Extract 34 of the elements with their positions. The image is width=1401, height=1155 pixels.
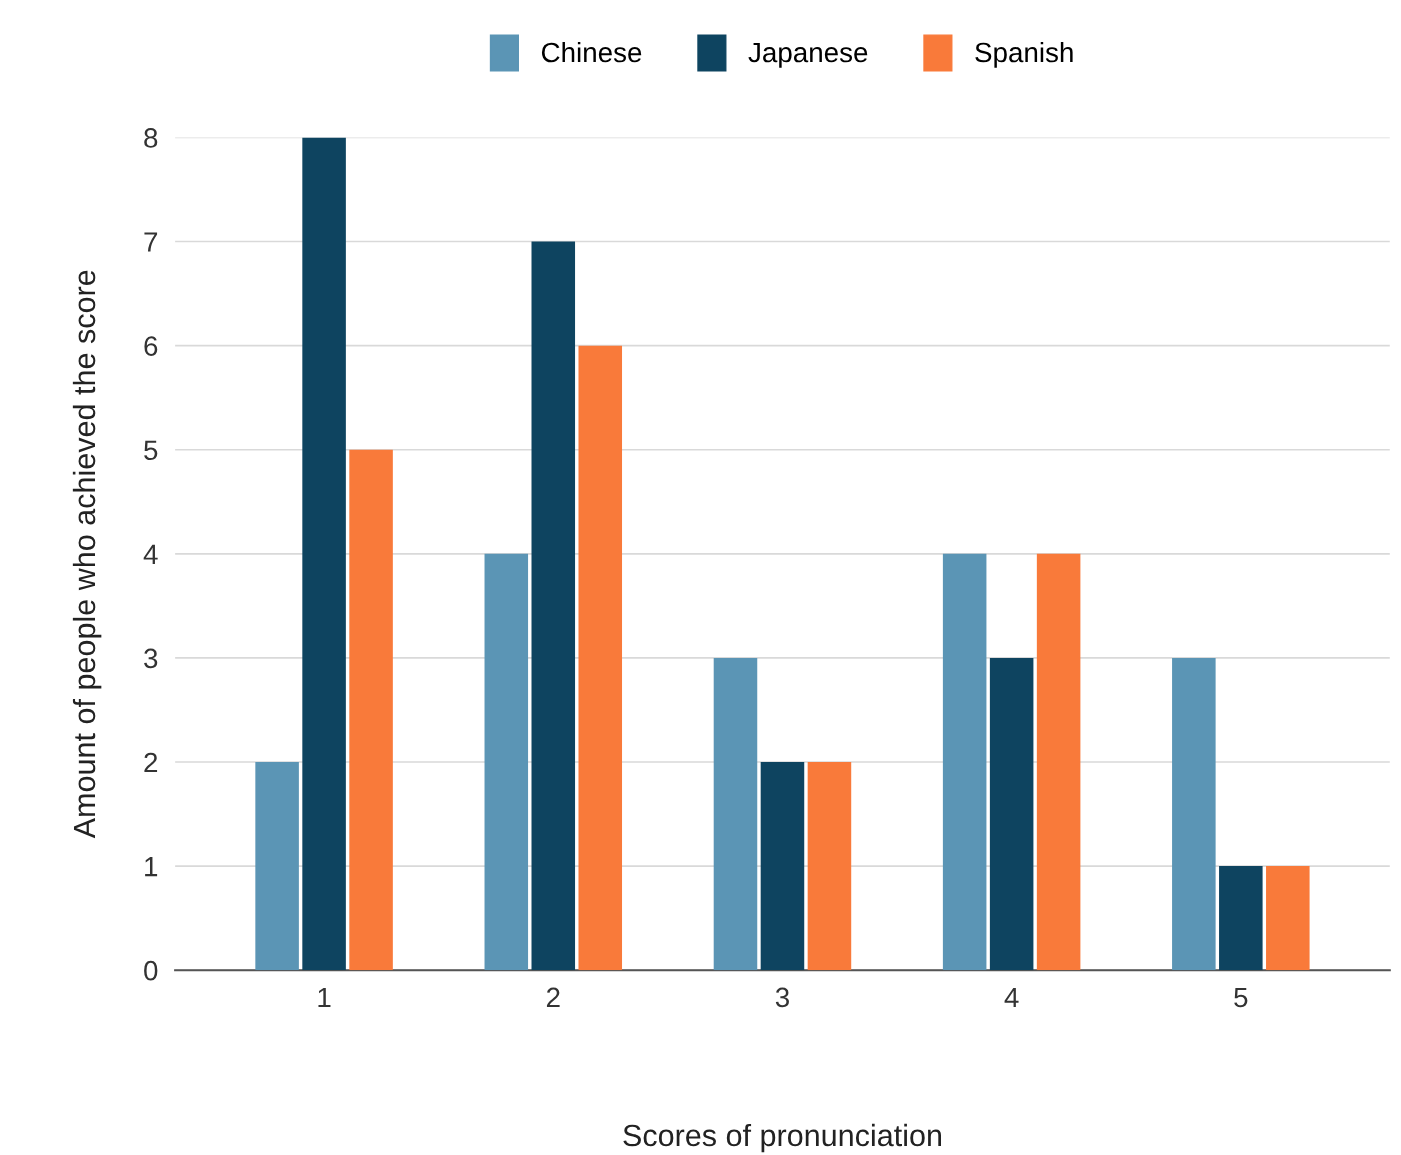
legend-label: Japanese bbox=[748, 42, 868, 68]
y-tick-label: 3 bbox=[144, 648, 158, 669]
bar bbox=[484, 553, 529, 971]
x-tick-label: 1 bbox=[318, 987, 331, 1007]
bar bbox=[807, 762, 852, 971]
bar bbox=[255, 762, 299, 971]
bar bbox=[942, 553, 987, 971]
bar bbox=[760, 762, 805, 971]
x-tick-label: 5 bbox=[1234, 987, 1248, 1008]
y-tick-label: 1 bbox=[145, 857, 158, 877]
legend-label: Spanish bbox=[975, 41, 1073, 68]
x-tick-label: 3 bbox=[775, 987, 789, 1008]
bar bbox=[1036, 553, 1081, 971]
x-tick-label: 2 bbox=[546, 987, 560, 1007]
bar bbox=[531, 241, 576, 971]
bar bbox=[349, 449, 393, 971]
bar bbox=[578, 345, 623, 971]
y-axis-title: Amount of people who achieved the score bbox=[72, 270, 102, 839]
bar bbox=[989, 657, 1034, 971]
y-tick-label: 2 bbox=[144, 752, 158, 773]
bar bbox=[302, 137, 346, 971]
bar bbox=[1172, 657, 1216, 971]
legend-label: Chinese bbox=[541, 41, 642, 63]
x-tick-label: 4 bbox=[1004, 987, 1019, 1007]
y-tick-label: 5 bbox=[144, 440, 158, 461]
bar bbox=[713, 657, 758, 971]
y-tick-label: 4 bbox=[143, 544, 158, 564]
y-tick-label: 6 bbox=[144, 336, 158, 356]
y-tick-label: 0 bbox=[144, 960, 158, 981]
bar bbox=[1219, 866, 1263, 971]
bar bbox=[1266, 866, 1310, 971]
y-tick-label: 8 bbox=[144, 128, 158, 148]
x-axis-title: Scores of pronunciation bbox=[623, 1123, 941, 1153]
y-tick-label: 7 bbox=[144, 232, 158, 252]
